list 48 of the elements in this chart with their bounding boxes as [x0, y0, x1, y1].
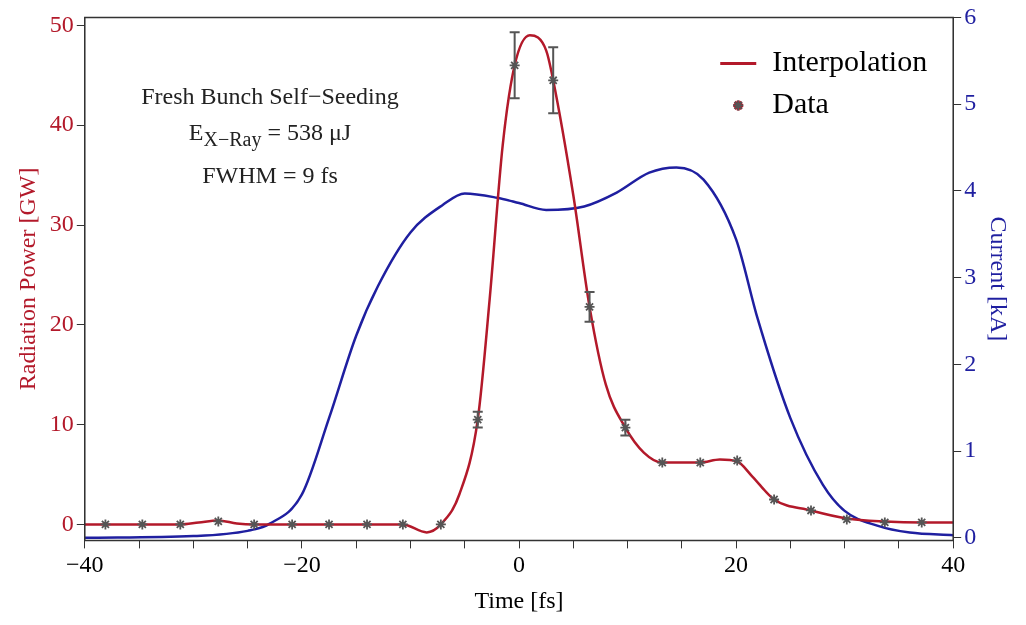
point	[212, 515, 225, 528]
annotation: FWHM = 9 fs	[201, 160, 339, 190]
point	[656, 456, 669, 469]
y2-tick-label: 2	[964, 349, 977, 376]
y2-axis-title: Current [kA]	[986, 216, 1013, 342]
x-tick-label: −20	[283, 551, 321, 578]
point	[878, 516, 891, 529]
y2-tick-label: 0	[964, 523, 977, 550]
y-tick-label: 40	[49, 110, 74, 137]
x-axis-title: Time [fs]	[474, 586, 564, 613]
point	[508, 59, 521, 72]
point	[547, 74, 560, 87]
y-tick-label: 50	[49, 10, 74, 37]
x-tick-label: 0	[513, 551, 525, 578]
y-tick-label: 10	[49, 409, 74, 436]
point	[361, 518, 373, 531]
point	[694, 456, 707, 469]
y-tick-label: 20	[49, 310, 74, 337]
y-axis-title: Radiation Power [GW]	[13, 167, 40, 391]
point	[174, 518, 187, 531]
point	[396, 518, 409, 531]
y-tick-label: 30	[49, 210, 74, 237]
x-tick-label: −40	[66, 551, 104, 578]
x-tick-label: 20	[724, 551, 749, 578]
point	[840, 513, 853, 526]
point	[248, 518, 261, 531]
point	[323, 518, 335, 531]
y2-tick-label: 1	[964, 436, 977, 463]
point	[731, 454, 744, 467]
point	[286, 518, 299, 531]
point	[915, 516, 928, 529]
point	[99, 518, 112, 531]
legend-label: Data	[772, 86, 829, 120]
legend-label: Interpolation	[772, 44, 928, 78]
annotation: Fresh Bunch Self−Seeding	[140, 82, 400, 111]
line-series	[84, 166, 954, 540]
y2-tick-label: 5	[964, 89, 977, 116]
y2-tick-label: 6	[964, 2, 977, 29]
point	[583, 300, 596, 313]
point	[434, 518, 447, 531]
x-tick-label: 40	[941, 551, 966, 578]
point	[136, 518, 149, 531]
y2-tick-label: 4	[964, 176, 977, 203]
y2-tick-label: 3	[964, 262, 977, 289]
annotation: E$_{X−Ray}$ = 538 μJ	[187, 118, 353, 153]
y-tick-label: 0	[61, 509, 74, 536]
point	[805, 504, 817, 517]
point	[768, 493, 780, 506]
